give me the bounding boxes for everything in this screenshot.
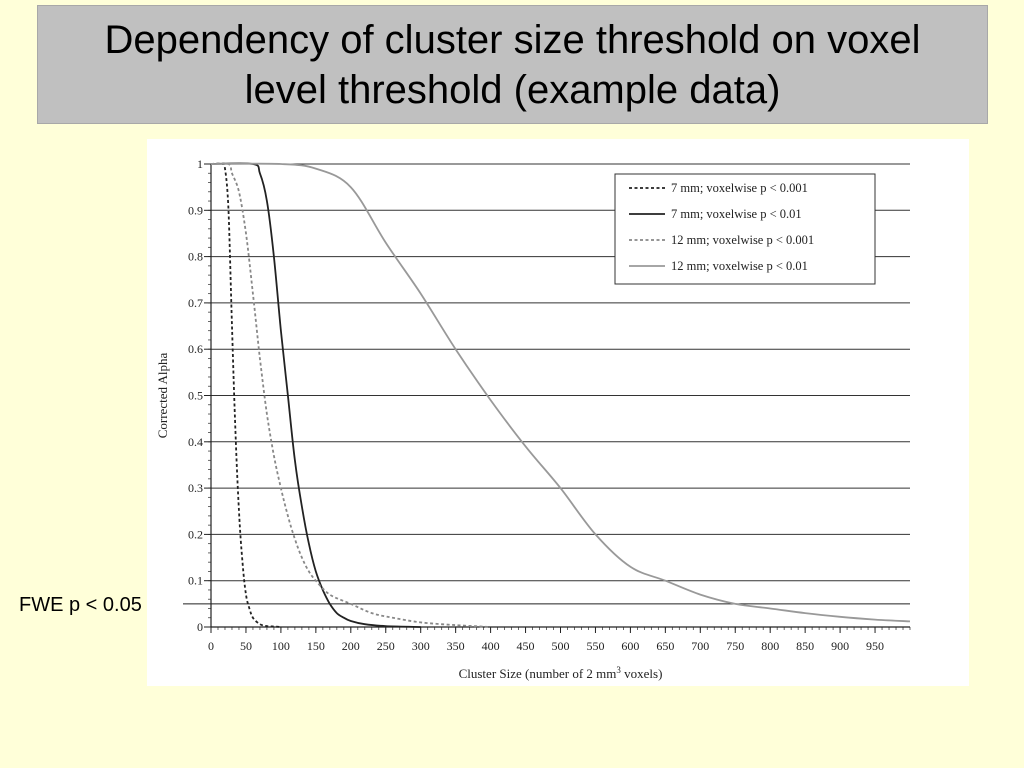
x-tick-label: 850: [796, 639, 814, 653]
x-tick-label: 450: [517, 639, 535, 653]
x-tick-label: 0: [208, 639, 214, 653]
y-tick-label: 0: [197, 620, 203, 634]
x-tick-label: 800: [761, 639, 779, 653]
x-tick-label: 100: [272, 639, 290, 653]
series-line-2: [210, 162, 421, 628]
x-tick-label: 500: [552, 639, 570, 653]
legend-label: 7 mm; voxelwise p < 0.01: [671, 207, 802, 221]
y-tick-label: 0.3: [188, 481, 203, 495]
x-tick-label: 300: [412, 639, 430, 653]
y-tick-label: 0.8: [188, 250, 203, 264]
chart: 0 0.1 0.2 0.3 0.4 0.5 0.6 0.7 0.8 0.9 1 0 50 100 150 20…: [155, 157, 911, 681]
x-tick-label: 600: [621, 639, 639, 653]
y-axis-label: Corrected Alpha: [155, 352, 170, 438]
y-tick-label: 0.2: [188, 527, 203, 541]
slide-title: Dependency of cluster size threshold on …: [37, 5, 988, 124]
x-tick-label: 650: [656, 639, 674, 653]
x-tick-label: 350: [447, 639, 465, 653]
x-tick-label: 750: [726, 639, 744, 653]
x-tick-label: 200: [342, 639, 360, 653]
series-line-3: [210, 162, 491, 628]
y-tick-label: 0.1: [188, 574, 203, 588]
slide-title-line-2: level threshold (example data): [244, 67, 781, 112]
legend-label: 12 mm; voxelwise p < 0.01: [671, 259, 808, 273]
y-tick-label: 0.7: [188, 296, 203, 310]
x-axis-label: Cluster Size (number of 2 mm3 voxels): [459, 665, 663, 681]
x-tick-label: 700: [691, 639, 709, 653]
series-line-1: [210, 162, 281, 628]
legend-label: 12 mm; voxelwise p < 0.001: [671, 233, 814, 247]
y-tick-label: 0.6: [188, 342, 203, 356]
y-tick-label: 0.5: [188, 389, 203, 403]
slide-title-line-1: Dependency of cluster size threshold on …: [104, 17, 921, 62]
x-tick-label: 950: [866, 639, 884, 653]
x-tick-label: 900: [831, 639, 849, 653]
legend-label: 7 mm; voxelwise p < 0.001: [671, 181, 808, 195]
fwe-threshold-label: FWE p < 0.05: [19, 594, 142, 616]
x-tick-label: 400: [482, 639, 500, 653]
series-line-4: [210, 162, 911, 623]
y-tick-label: 0.9: [188, 203, 203, 217]
x-tick-label: 250: [377, 639, 395, 653]
chart-panel: 0 0.1 0.2 0.3 0.4 0.5 0.6 0.7 0.8 0.9 1 0 50 100 150 20…: [147, 139, 969, 686]
y-tick-label: 0.4: [188, 435, 203, 449]
x-tick-label: 50: [240, 639, 252, 653]
y-tick-label: 1: [197, 157, 203, 171]
x-tick-label: 550: [586, 639, 604, 653]
x-tick-label: 150: [307, 639, 325, 653]
